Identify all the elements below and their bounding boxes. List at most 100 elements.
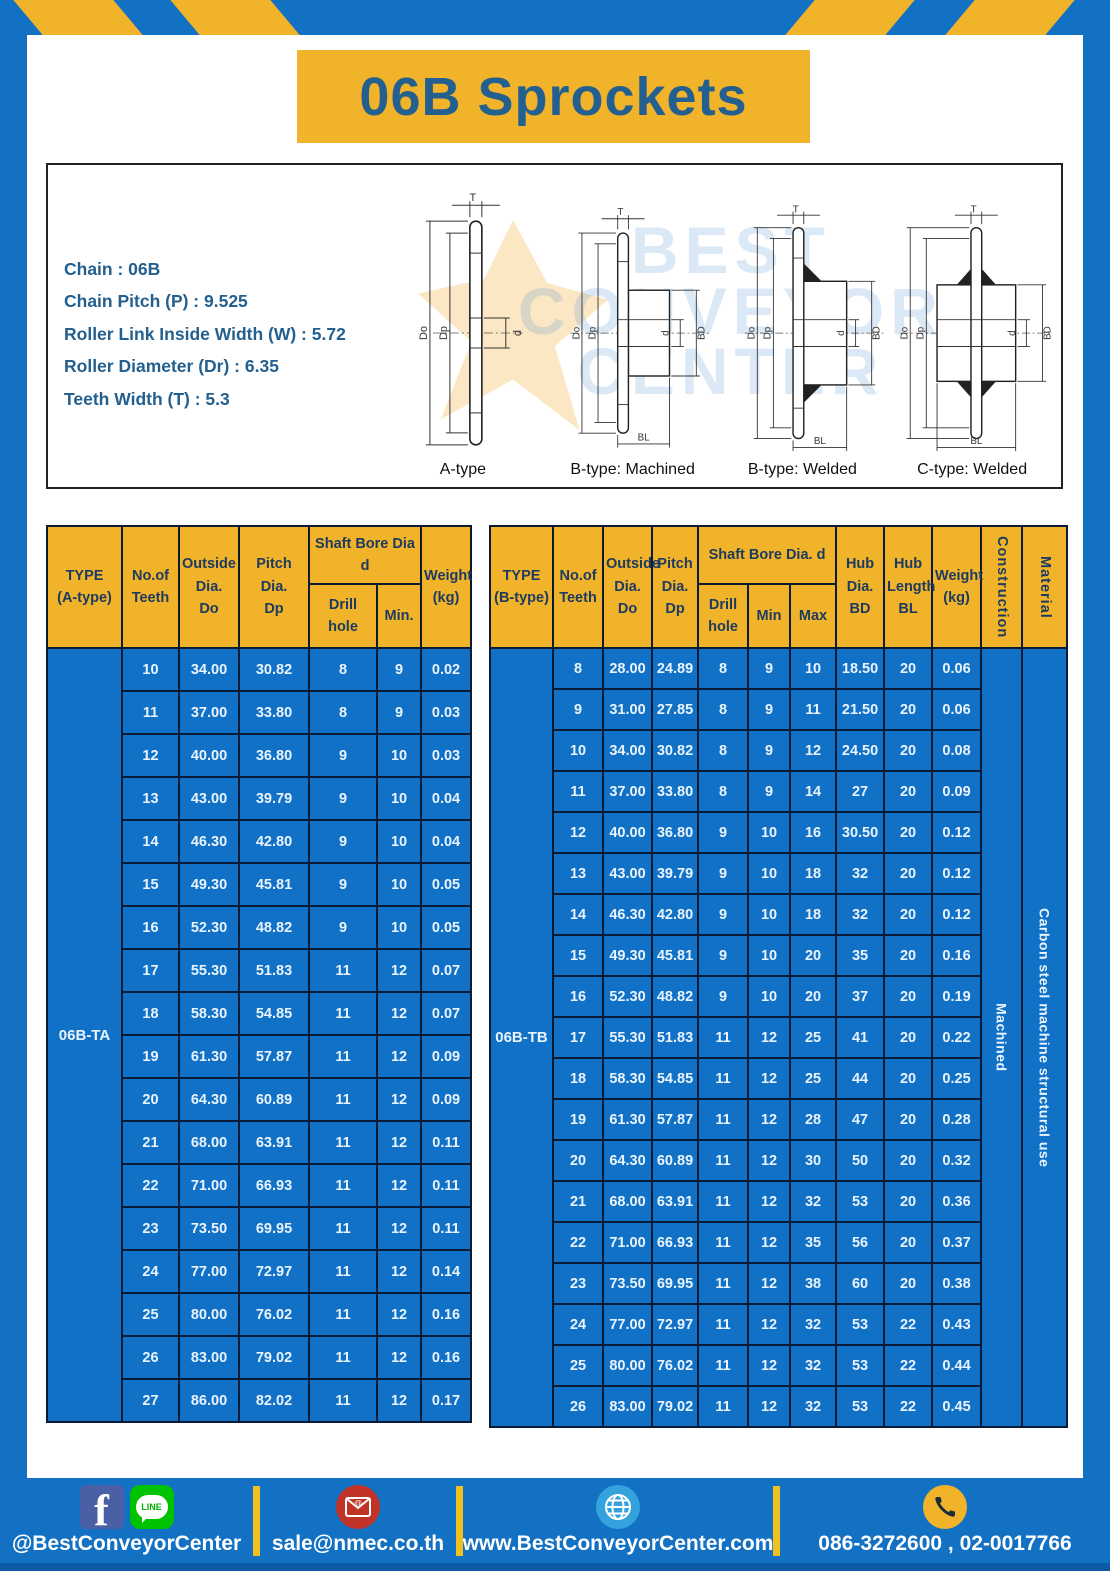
data-cell: 55.30	[602, 1016, 654, 1059]
data-cell: 0.16	[420, 1335, 473, 1380]
data-cell: 17	[121, 948, 180, 993]
data-cell: 58.30	[602, 1057, 654, 1100]
data-cell: 12	[375, 1034, 423, 1079]
data-cell: 9	[308, 733, 378, 778]
data-cell: 20	[883, 729, 934, 772]
footer-website-section: www.BestConveyorCenter.com	[463, 1485, 773, 1556]
col-header-material: Material	[1021, 525, 1069, 649]
spec-list: Chain : 06B Chain Pitch (P) : 9.525 Roll…	[64, 253, 346, 415]
data-cell: 27	[121, 1378, 180, 1423]
data-cell: 11	[308, 991, 378, 1036]
data-cell: 16	[789, 811, 838, 854]
table-b-body: 06B-TB 8 28.00 24.89 8 9 10 18.50 20 0.06 Machined…	[489, 647, 1069, 1428]
data-cell: 0.09	[420, 1077, 473, 1122]
footer-divider	[253, 1485, 260, 1556]
data-cell: 53	[835, 1180, 886, 1223]
col-header-construction: Construction	[980, 525, 1024, 649]
data-cell: 8	[308, 690, 378, 735]
data-cell: 28.00	[602, 647, 654, 690]
data-cell: 76.02	[238, 1292, 310, 1337]
data-cell: 26	[552, 1385, 605, 1428]
svg-text:BL: BL	[813, 436, 826, 447]
data-cell: 16	[552, 975, 605, 1018]
line-icon[interactable]: LINE	[129, 1485, 174, 1529]
phone-icon[interactable]	[923, 1485, 967, 1529]
data-cell: 76.02	[651, 1344, 700, 1387]
data-cell: 69.95	[238, 1206, 310, 1251]
data-cell: 12	[747, 1139, 792, 1182]
data-cell: 55.30	[178, 948, 240, 993]
data-cell: 0.03	[420, 690, 473, 735]
data-cell: 0.11	[420, 1120, 473, 1165]
data-cell: 12	[375, 991, 423, 1036]
page-body: 06B Sprockets BEST CONVEYOR CENTER Chain…	[27, 35, 1083, 1478]
data-cell: 48.82	[238, 905, 310, 950]
data-cell: 15	[121, 862, 180, 907]
data-cell: 20	[789, 934, 838, 977]
data-cell: 26	[121, 1335, 180, 1380]
svg-text:d: d	[512, 330, 524, 336]
data-cell: 11	[552, 770, 605, 813]
email-icon[interactable]: @	[336, 1485, 380, 1529]
data-cell: 36.80	[238, 733, 310, 778]
a-type-figure: T Do Dp d	[418, 193, 524, 446]
data-cell: 44	[835, 1057, 886, 1100]
table-row: 17 55.30 51.83 11 12 0.07	[47, 948, 473, 993]
social-handle[interactable]: @BestConveyorCenter	[11, 1532, 242, 1555]
table-row: 18 58.30 54.85 11 12 0.07	[47, 991, 473, 1036]
data-cell: 0.12	[931, 811, 983, 854]
data-cell: 27	[835, 770, 886, 813]
data-cell: 25	[552, 1344, 605, 1387]
data-cell: 25	[789, 1057, 838, 1100]
data-cell: 18	[121, 991, 180, 1036]
facebook-icon[interactable]: f	[79, 1485, 124, 1529]
data-cell: 16	[121, 905, 180, 950]
data-cell: 20	[883, 811, 934, 854]
table-row: 06B-TB 8 28.00 24.89 8 9 10 18.50 20 0.06 Machined…	[489, 647, 1069, 1428]
data-cell: 12	[375, 1335, 423, 1380]
data-cell: 32	[789, 1385, 838, 1428]
footer-email-section: @ sale@nmec.co.th	[260, 1485, 456, 1556]
data-cell: 60	[835, 1262, 886, 1305]
spec-line: Chain Pitch (P) : 9.525	[64, 291, 248, 312]
data-cell: 12	[552, 811, 605, 854]
col-header-min: Min	[747, 583, 792, 649]
data-cell: 83.00	[602, 1385, 654, 1428]
data-cell: 17	[552, 1016, 605, 1059]
data-cell: 0.28	[931, 1098, 983, 1141]
data-cell: 86.00	[178, 1378, 240, 1423]
globe-icon[interactable]	[596, 1485, 640, 1529]
data-cell: 20	[883, 852, 934, 895]
table-row: 17 55.30 51.83 11 12 25 41 20 0.22	[490, 1016, 1067, 1059]
data-cell: 0.08	[931, 729, 983, 772]
data-cell: 14	[121, 819, 180, 864]
data-cell: 60.89	[651, 1139, 700, 1182]
data-cell: 12	[747, 1344, 792, 1387]
bottom-edge-strip	[0, 1563, 1110, 1571]
data-cell: 0.07	[420, 991, 473, 1036]
data-cell: 47	[835, 1098, 886, 1141]
data-cell: 24	[121, 1249, 180, 1294]
data-cell: 0.44	[931, 1344, 983, 1387]
data-cell: 80.00	[602, 1344, 654, 1387]
email-address[interactable]: sale@nmec.co.th	[271, 1532, 445, 1555]
phone-numbers[interactable]: 086-3272600 , 02-0017766	[818, 1532, 1072, 1555]
table-row: 15 49.30 45.81 9 10 20 35 20 0.16	[490, 934, 1067, 977]
data-cell: 11	[308, 1120, 378, 1165]
data-cell: 19	[121, 1034, 180, 1079]
data-cell: 11	[308, 1292, 378, 1337]
data-cell: 11	[308, 1378, 378, 1423]
svg-text:BD: BD	[871, 326, 882, 340]
svg-text:d: d	[660, 330, 671, 335]
data-cell: 8	[697, 770, 750, 813]
data-cell: 20	[883, 1098, 934, 1141]
data-cell: 20	[883, 1221, 934, 1264]
type-label-cell: 06B-TA	[46, 647, 123, 1423]
sprocket-drawing-c-type-welded: T Do Dp d BD BL C-type:	[887, 171, 1057, 483]
website-url[interactable]: www.BestConveyorCenter.com	[462, 1532, 774, 1555]
data-cell: 21	[121, 1120, 180, 1165]
data-cell: 8	[552, 647, 605, 690]
data-cell: 0.05	[420, 905, 473, 950]
data-cell: 12	[747, 1385, 792, 1428]
data-cell: 11	[697, 1057, 750, 1100]
